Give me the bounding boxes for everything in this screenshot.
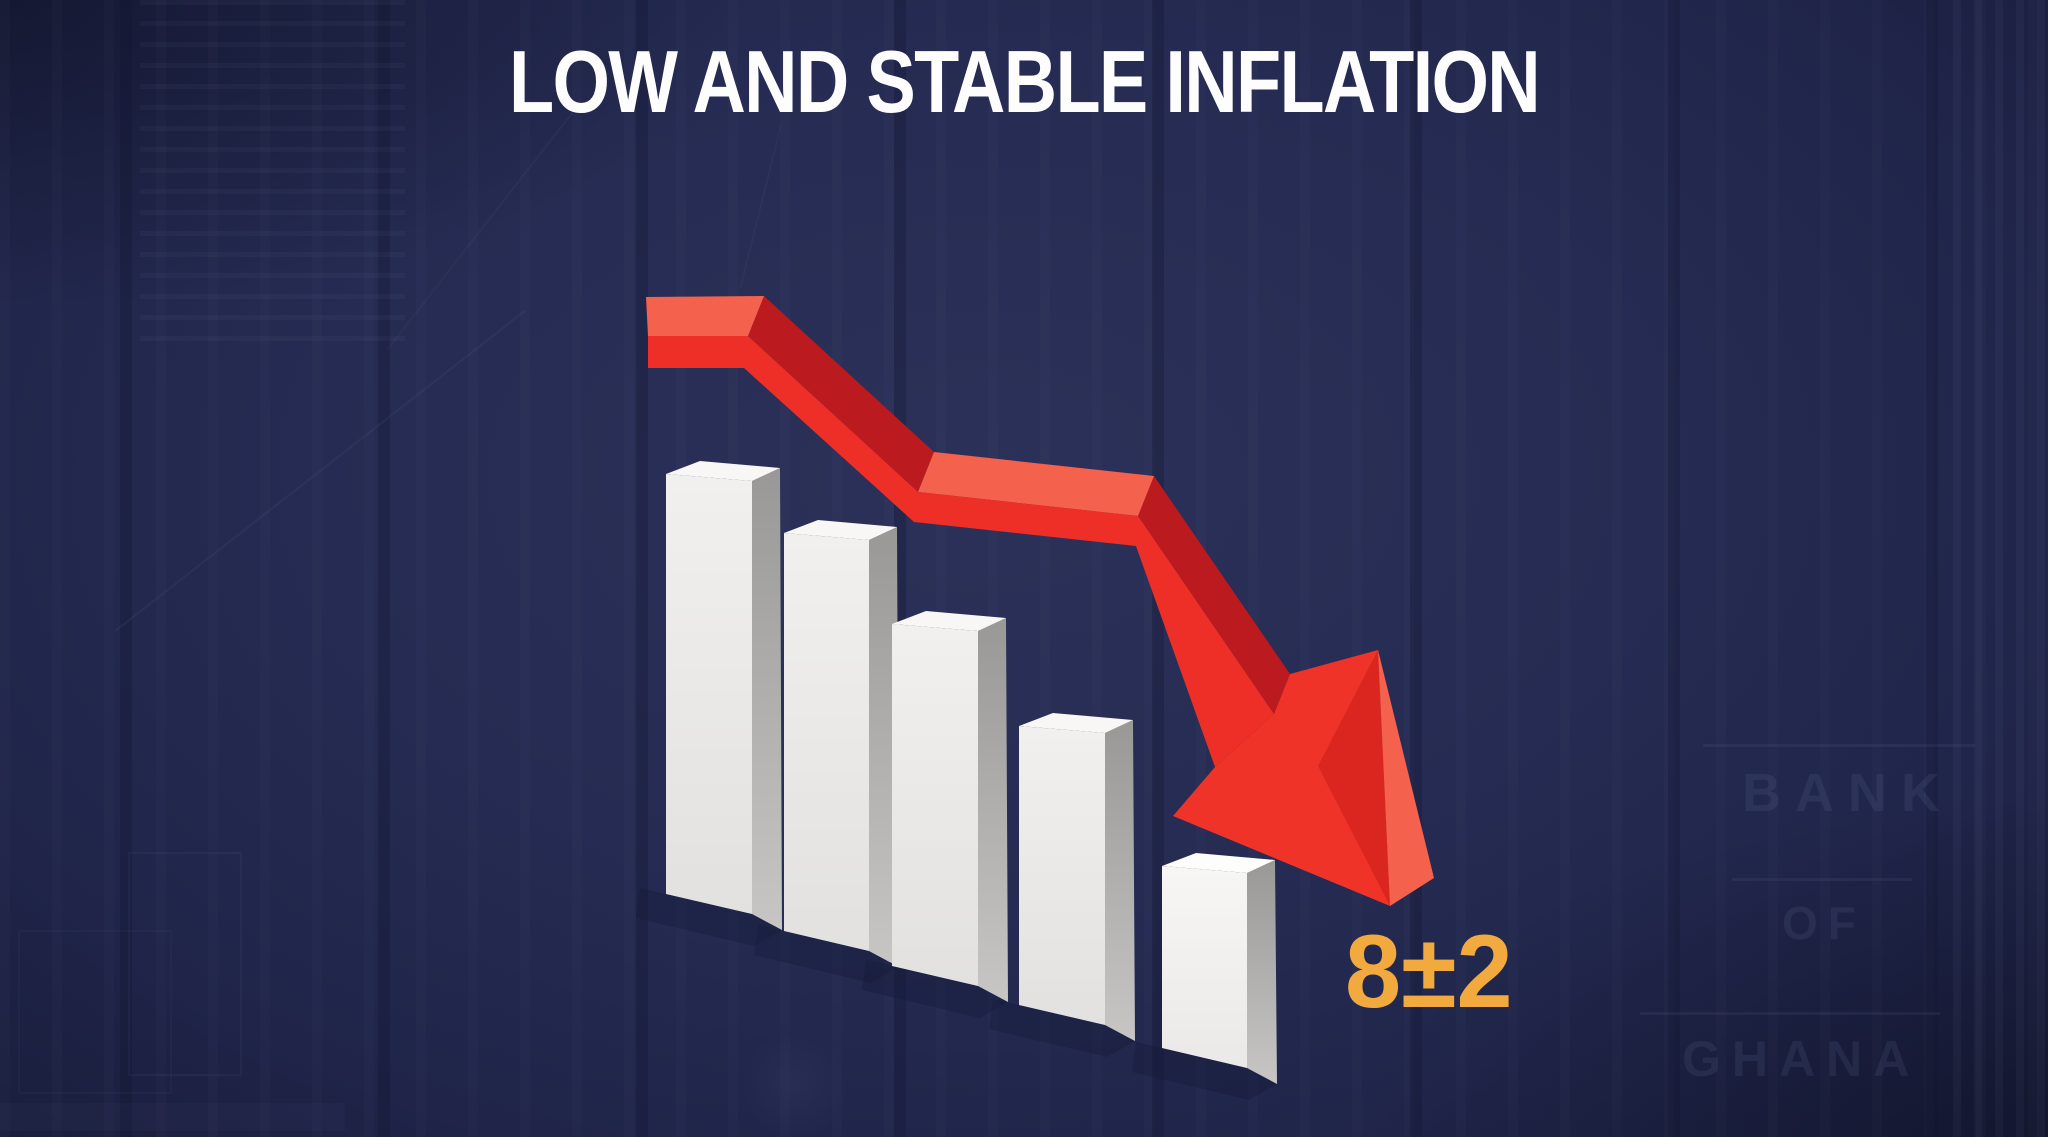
watermark-ledge — [1640, 1012, 1940, 1015]
inflation-target-label: 8±2 — [1345, 914, 1513, 1030]
background-edge-stripes — [1953, 0, 2048, 1137]
watermark-ghana: GHANA — [1682, 1031, 1921, 1087]
watermark-ledge — [1703, 744, 1975, 747]
background-blinds-texture — [140, 0, 405, 345]
bar — [636, 461, 782, 946]
bars-group — [636, 461, 1135, 1057]
bar — [989, 713, 1135, 1057]
watermark-ledge — [1732, 878, 1912, 881]
background-glow — [740, 1030, 850, 1137]
page-title: LOW AND STABLE INFLATION — [508, 32, 1541, 131]
background-building-outline — [18, 930, 172, 1094]
background-building-outline — [128, 852, 242, 1076]
bar — [862, 611, 1008, 1018]
watermark-bank: BANK — [1742, 763, 1954, 823]
bars-group-foreground — [1132, 853, 1277, 1100]
watermark-of: OF — [1782, 897, 1866, 949]
bar — [754, 520, 899, 983]
bar — [1132, 853, 1277, 1100]
down-trend-arrow-icon — [646, 296, 1434, 906]
